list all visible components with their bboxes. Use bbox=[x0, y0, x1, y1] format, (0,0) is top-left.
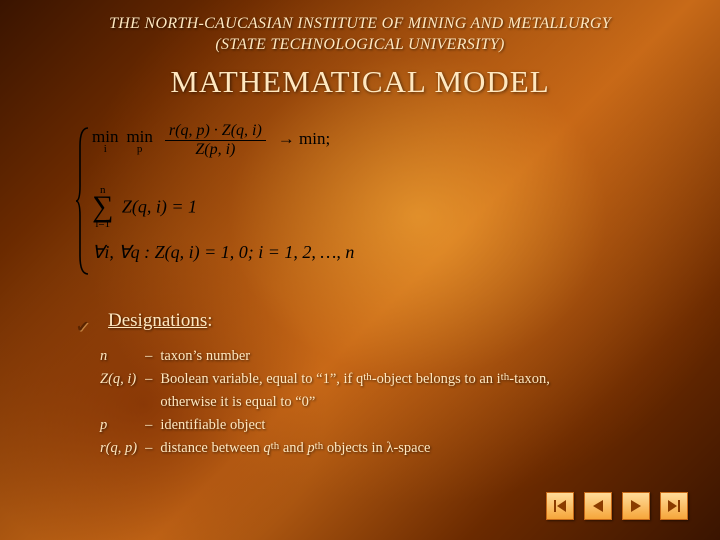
math-row-1: min i min p r(q, p) · Z(q, i) Z(p, i) → … bbox=[92, 122, 330, 159]
math-line3: ∀i, ∀q : Z(q, i) = 1, 0; i = 1, 2, …, n bbox=[92, 242, 354, 262]
nav-first-button[interactable] bbox=[546, 492, 574, 520]
sigma: n ∑ i=1 bbox=[92, 184, 113, 230]
page-title: MATHEMATICAL MODEL bbox=[0, 64, 720, 100]
def-row-n: n – taxon’s number bbox=[100, 346, 550, 367]
def-txt-n: taxon’s number bbox=[160, 346, 550, 367]
nav-controls bbox=[546, 492, 688, 520]
sum-body: Z(q, i) = 1 bbox=[122, 197, 197, 217]
designations-label: Designations bbox=[108, 310, 207, 331]
def-txt-r: distance between qth and pth objects in … bbox=[160, 438, 550, 459]
designations-colon: : bbox=[207, 310, 212, 331]
def-txt-p: identifiable object bbox=[160, 415, 550, 436]
definitions-block: n – taxon’s number Z(q, i) – Boolean var… bbox=[98, 344, 678, 461]
nav-last-button[interactable] bbox=[660, 492, 688, 520]
fraction-den: Z(p, i) bbox=[195, 141, 235, 158]
fraction: r(q, p) · Z(q, i) Z(p, i) bbox=[165, 122, 266, 159]
header-line2: (STATE TECHNOLOGICAL UNIVERSITY) bbox=[215, 36, 504, 53]
math-row-3: ∀i, ∀q : Z(q, i) = 1, 0; i = 1, 2, …, n bbox=[92, 242, 354, 263]
def-sym-r: r(q, p) bbox=[100, 438, 141, 459]
curly-brace-icon bbox=[76, 126, 90, 276]
designations-heading: Designations: bbox=[108, 310, 213, 332]
slide: { "header": { "line1": "THE NORTH-CAUCAS… bbox=[0, 0, 720, 540]
math-row-2: n ∑ i=1 Z(q, i) = 1 bbox=[92, 184, 197, 230]
institute-header: THE NORTH-CAUCASIAN INSTITUTE OF MINING … bbox=[0, 14, 720, 56]
def-txt-z: Boolean variable, equal to “1”, if qth-o… bbox=[160, 369, 550, 390]
def-row-z: Z(q, i) – Boolean variable, equal to “1”… bbox=[100, 369, 550, 390]
def-sym-z: Z(q, i) bbox=[100, 369, 141, 390]
def-row-p: p – identifiable object bbox=[100, 415, 550, 436]
fraction-num: r(q, p) · Z(q, i) bbox=[169, 122, 262, 139]
def-row-z2: otherwise it is equal to “0” bbox=[100, 392, 550, 413]
nav-next-button[interactable] bbox=[622, 492, 650, 520]
definitions-table: n – taxon’s number Z(q, i) – Boolean var… bbox=[98, 344, 552, 461]
def-sym-n: n bbox=[100, 346, 141, 367]
nav-prev-button[interactable] bbox=[584, 492, 612, 520]
def-sym-p: p bbox=[100, 415, 141, 436]
header-line1: THE NORTH-CAUCASIAN INSTITUTE OF MINING … bbox=[109, 15, 611, 32]
def-txt-z2: otherwise it is equal to “0” bbox=[160, 392, 550, 413]
arrow-min: → min; bbox=[278, 129, 330, 148]
checkmark-icon: ✔ bbox=[76, 317, 89, 337]
def-row-r: r(q, p) – distance between qth and pth o… bbox=[100, 438, 550, 459]
math-block: min i min p r(q, p) · Z(q, i) Z(p, i) → … bbox=[88, 108, 608, 288]
